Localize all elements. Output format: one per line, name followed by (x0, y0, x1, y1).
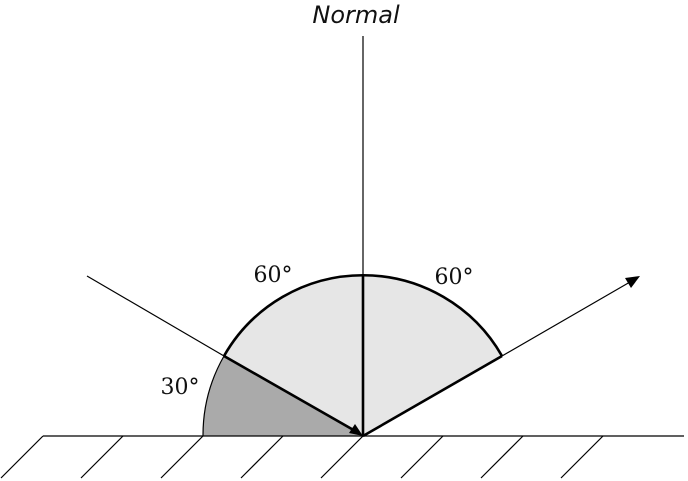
surface-hatch-mark (240, 435, 284, 479)
incident-angle-label: 60° (254, 263, 293, 288)
surface-hatch-mark (400, 435, 444, 479)
angle-sector-dark (202, 356, 363, 436)
reflected-angle-label: 60° (435, 265, 474, 290)
surface-hatch-mark (480, 435, 524, 479)
glancing-arc-outline (202, 355, 225, 437)
glancing-angle-label: 30° (161, 375, 200, 400)
surface-hatching (0, 435, 604, 479)
reflected-ray-inner (362, 354, 503, 438)
surface-hatch-mark (80, 435, 124, 479)
normal-label: Normal (312, 1, 400, 29)
incident-arrowhead (349, 424, 363, 436)
surface-hatch-mark (320, 435, 364, 479)
surface-hatch-mark (560, 435, 604, 479)
incident-ray-inner (223, 354, 358, 434)
reflected-arrowhead (625, 276, 640, 288)
surface-hatch-mark (0, 435, 44, 479)
incident-ray-outer (86, 275, 225, 357)
reflected-ray-outer (501, 281, 631, 357)
surface-hatch-mark (160, 435, 204, 479)
